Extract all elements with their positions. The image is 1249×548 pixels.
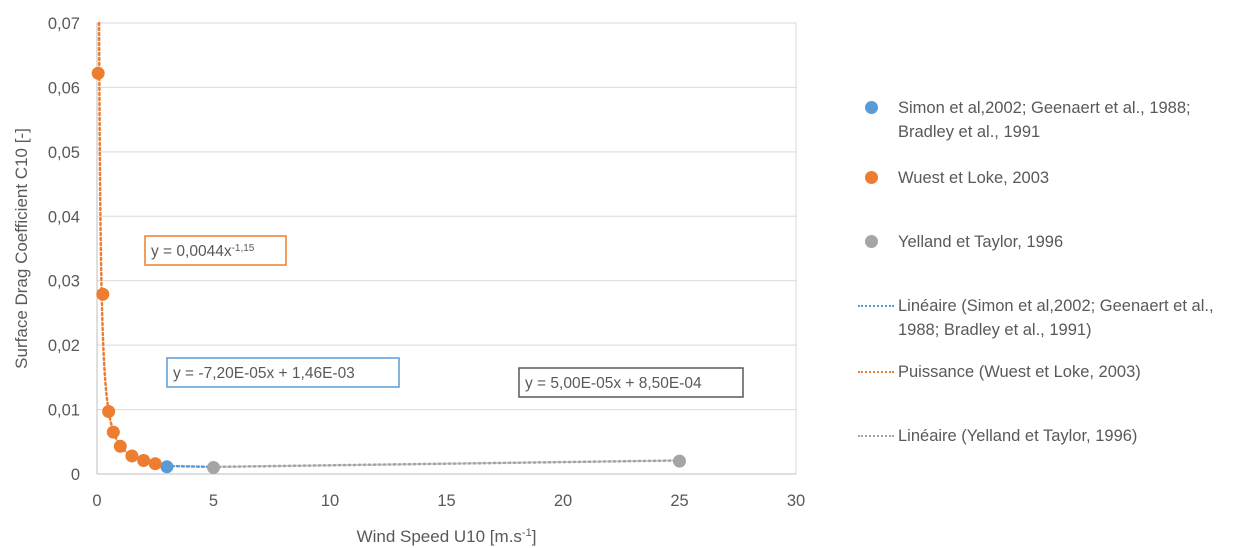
- point-s1-4: [113, 439, 127, 453]
- legend-label-lin-yelland: Linéaire (Yelland et Taylor, 1996): [898, 427, 1138, 445]
- x-axis-title: Wind Speed U10 [m.s-1]: [357, 527, 537, 546]
- point-s0-0: [160, 460, 174, 474]
- legend-item-yelland: Yelland et Taylor, 1996: [858, 230, 1243, 254]
- equation-linear-simon-box: [166, 357, 400, 388]
- y-axis-title: Surface Drag Coefficient C10 [-]: [12, 128, 31, 369]
- equation-power-wuest: y = 0,0044x-1,15: [151, 243, 255, 261]
- point-s2-1: [673, 454, 686, 468]
- x-tick-label-1: 5: [209, 492, 218, 510]
- legend-marker-lin-yelland: [858, 424, 898, 448]
- legend-marker-wuest: [858, 166, 898, 190]
- x-tick-label-6: 30: [787, 492, 805, 510]
- x-tick-label-3: 15: [437, 492, 455, 510]
- trendline-0: [165, 464, 215, 469]
- x-tick-label-0: 0: [92, 492, 101, 510]
- y-tick-label-2: 0,02: [48, 337, 80, 355]
- y-tick-label-5: 0,05: [48, 144, 80, 162]
- y-tick-label-6: 0,06: [48, 79, 80, 97]
- equation-linear-yelland-box: [518, 367, 744, 398]
- y-tick-label-3: 0,03: [48, 273, 80, 291]
- point-s1-5: [125, 449, 139, 463]
- legend-label-wuest: Wuest et Loke, 2003: [898, 169, 1050, 187]
- equation-linear-yelland: y = 5,00E-05x + 8,50E-04: [525, 375, 702, 392]
- y-tick-label-4: 0,04: [48, 208, 80, 226]
- point-s1-0: [91, 66, 105, 80]
- legend-item-lin-simon: Linéaire (Simon et al,2002; Geenaert et …: [858, 294, 1243, 342]
- legend-label-simon: Simon et al,2002; Geenaert et al., 1988;…: [898, 99, 1191, 141]
- point-s1-7: [148, 457, 162, 471]
- legend-item-simon: Simon et al,2002; Geenaert et al., 1988;…: [858, 96, 1243, 144]
- trendline-2: [212, 459, 681, 469]
- point-s1-1: [96, 287, 110, 301]
- point-s1-2: [102, 405, 116, 419]
- x-tick-label-4: 20: [554, 492, 572, 510]
- legend-marker-simon: [858, 96, 898, 120]
- point-s2-0: [207, 461, 220, 475]
- legend-item-pow-wuest: Puissance (Wuest et Loke, 2003): [858, 360, 1243, 384]
- legend-marker-lin-simon: [858, 294, 898, 318]
- x-tick-label-2: 10: [321, 492, 339, 510]
- legend-label-lin-simon: Linéaire (Simon et al,2002; Geenaert et …: [898, 297, 1214, 339]
- y-tick-label-1: 0,01: [48, 402, 80, 420]
- legend-label-yelland: Yelland et Taylor, 1996: [898, 233, 1064, 251]
- legend-item-lin-yelland: Linéaire (Yelland et Taylor, 1996): [858, 424, 1243, 448]
- legend-marker-yelland: [858, 230, 898, 254]
- point-s1-6: [137, 453, 151, 467]
- legend-marker-pow-wuest: [858, 360, 898, 384]
- equation-linear-simon: y = -7,20E-05x + 1,46E-03: [173, 365, 355, 382]
- y-tick-label-7: 0,07: [48, 15, 80, 33]
- equation-power-wuest-box: [144, 235, 287, 266]
- y-tick-label-0: 0: [71, 466, 80, 484]
- legend-item-wuest: Wuest et Loke, 2003: [858, 166, 1243, 190]
- point-s1-3: [106, 425, 120, 439]
- legend-label-pow-wuest: Puissance (Wuest et Loke, 2003): [898, 363, 1141, 381]
- x-tick-label-5: 25: [670, 492, 688, 510]
